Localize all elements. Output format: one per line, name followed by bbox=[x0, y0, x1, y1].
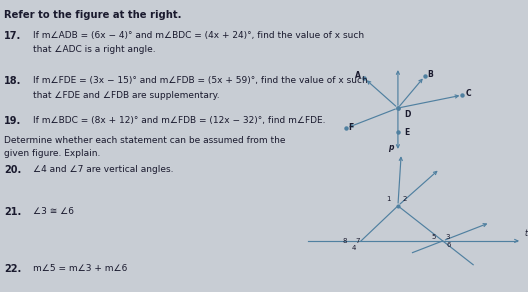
Text: 1: 1 bbox=[386, 196, 391, 201]
Text: that ∠FDE and ∠FDB are supplementary.: that ∠FDE and ∠FDB are supplementary. bbox=[33, 91, 219, 100]
Text: If m∠ADB = (6x − 4)° and m∠BDC = (4x + 24)°, find the value of x such: If m∠ADB = (6x − 4)° and m∠BDC = (4x + 2… bbox=[33, 31, 364, 40]
Text: 20.: 20. bbox=[4, 165, 22, 175]
Text: m∠5 = m∠3 + m∠6: m∠5 = m∠3 + m∠6 bbox=[33, 264, 127, 273]
Text: C: C bbox=[466, 89, 471, 98]
Text: If m∠FDE = (3x − 15)° and m∠FDB = (5x + 59)°, find the value of x such: If m∠FDE = (3x − 15)° and m∠FDB = (5x + … bbox=[33, 76, 367, 85]
Text: Determine whether each statement can be assumed from the: Determine whether each statement can be … bbox=[4, 136, 286, 145]
Text: A: A bbox=[355, 72, 361, 81]
Text: 2: 2 bbox=[402, 196, 407, 201]
Text: 19.: 19. bbox=[4, 116, 22, 126]
Text: 8: 8 bbox=[343, 238, 347, 244]
Text: ∠3 ≅ ∠6: ∠3 ≅ ∠6 bbox=[33, 207, 74, 216]
Text: 17.: 17. bbox=[4, 31, 22, 41]
Text: 7: 7 bbox=[356, 238, 360, 244]
Text: 4: 4 bbox=[352, 245, 356, 251]
Text: ∠4 and ∠7 are vertical angles.: ∠4 and ∠7 are vertical angles. bbox=[33, 165, 173, 174]
Text: F: F bbox=[348, 123, 353, 132]
Text: that ∠ADC is a right angle.: that ∠ADC is a right angle. bbox=[33, 45, 155, 54]
Text: p: p bbox=[388, 143, 393, 152]
Text: E: E bbox=[404, 128, 410, 137]
Text: Refer to the figure at the right.: Refer to the figure at the right. bbox=[4, 10, 182, 20]
Text: given figure. Explain.: given figure. Explain. bbox=[4, 149, 101, 158]
Text: B: B bbox=[427, 70, 433, 79]
Text: D: D bbox=[404, 110, 411, 119]
Text: 18.: 18. bbox=[4, 76, 22, 86]
Text: 22.: 22. bbox=[4, 264, 22, 274]
Text: 5: 5 bbox=[431, 234, 436, 239]
Text: If m∠BDC = (8x + 12)° and m∠FDB = (12x − 32)°, find m∠FDE.: If m∠BDC = (8x + 12)° and m∠FDB = (12x −… bbox=[33, 116, 325, 125]
Text: 3: 3 bbox=[445, 234, 450, 239]
Text: 6: 6 bbox=[447, 242, 451, 248]
Text: t: t bbox=[524, 229, 527, 238]
Text: 21.: 21. bbox=[4, 207, 22, 217]
